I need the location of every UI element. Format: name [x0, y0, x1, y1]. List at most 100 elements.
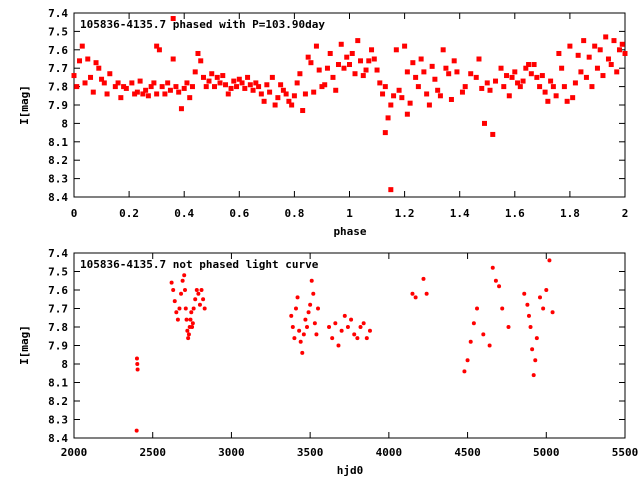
data-point — [169, 280, 174, 285]
data-point — [534, 336, 539, 341]
data-point — [156, 47, 162, 53]
data-point — [369, 47, 375, 53]
y-tick-label: 7.4 — [48, 247, 68, 260]
bottom-x-ticks: 2000 2500 3000 3500 4000 4500 5000 5500 — [61, 253, 638, 459]
data-point — [515, 80, 521, 86]
data-point — [304, 325, 309, 329]
data-point — [355, 38, 361, 44]
data-point — [380, 91, 386, 97]
data-point — [481, 332, 486, 337]
y-tick-label: 8.3 — [48, 414, 68, 427]
data-point — [184, 317, 189, 322]
data-point — [345, 325, 350, 329]
data-point — [533, 358, 538, 363]
data-point — [597, 47, 603, 53]
top-plot-frame — [73, 12, 626, 198]
data-point — [367, 328, 372, 333]
data-point — [451, 58, 457, 64]
data-point — [236, 76, 242, 82]
top-y-ticks: 7.4 7.5 7.6 7.7 7.8 7.9 8 8.1 8.2 8.3 8.4 — [48, 7, 625, 204]
data-point — [258, 91, 264, 97]
data-point — [267, 89, 273, 95]
data-point — [101, 80, 107, 86]
data-point — [322, 82, 328, 88]
data-point — [188, 317, 193, 322]
data-point — [352, 71, 358, 77]
y-tick-label: 8.3 — [48, 173, 68, 186]
y-tick-label: 7.6 — [48, 284, 68, 297]
data-point — [421, 276, 426, 281]
data-point — [327, 325, 332, 329]
data-point — [311, 89, 317, 95]
x-tick-label: 0.8 — [284, 207, 304, 220]
data-point — [302, 91, 308, 97]
data-point — [479, 85, 485, 91]
data-point — [531, 62, 537, 68]
data-point — [581, 38, 587, 44]
data-point — [459, 89, 465, 95]
data-point — [154, 43, 160, 49]
data-point — [203, 84, 209, 90]
data-point — [589, 84, 595, 90]
data-point — [256, 84, 262, 90]
data-point — [347, 62, 352, 68]
x-tick-label: 1 — [346, 207, 353, 220]
data-point — [484, 80, 490, 86]
data-point — [272, 102, 278, 108]
data-point — [180, 278, 185, 283]
data-point — [512, 69, 518, 75]
data-point — [487, 343, 492, 348]
y-tick-label: 7.4 — [48, 7, 68, 20]
data-point — [437, 93, 443, 99]
data-point — [308, 302, 313, 307]
data-point — [614, 69, 620, 75]
data-point — [526, 313, 531, 318]
data-point — [309, 278, 314, 283]
data-point — [465, 358, 470, 363]
data-point — [363, 67, 369, 73]
data-point — [278, 82, 284, 88]
data-point — [388, 187, 394, 193]
data-point — [344, 54, 350, 60]
data-point — [182, 288, 187, 292]
data-point — [393, 47, 399, 53]
data-point — [572, 80, 578, 86]
data-point — [364, 336, 369, 341]
data-point — [135, 367, 140, 372]
data-point — [583, 74, 589, 80]
data-point — [198, 58, 204, 64]
data-point — [197, 302, 202, 307]
data-point — [603, 34, 609, 40]
data-point — [99, 76, 105, 82]
x-tick-label: 2 — [622, 207, 629, 220]
data-point — [349, 317, 354, 322]
data-point — [195, 50, 201, 56]
data-point — [342, 313, 347, 318]
data-point — [324, 65, 330, 71]
data-point — [300, 108, 306, 114]
data-point — [578, 69, 584, 75]
data-point — [517, 84, 523, 90]
data-point — [501, 84, 507, 90]
data-point — [432, 76, 438, 82]
data-point — [413, 74, 419, 80]
data-point — [404, 111, 410, 117]
data-point — [493, 78, 499, 84]
data-point — [234, 84, 240, 90]
data-point — [286, 98, 292, 104]
data-point — [358, 58, 364, 64]
data-point — [542, 89, 548, 95]
data-point — [107, 71, 113, 77]
bottom-chart-title: 105836-4135.7 not phased light curve — [80, 258, 319, 271]
data-point — [355, 336, 360, 341]
data-point — [553, 93, 559, 99]
data-point — [140, 91, 146, 97]
data-point — [297, 328, 302, 333]
data-point — [129, 80, 135, 86]
y-tick-label: 8.2 — [48, 395, 68, 408]
data-point — [424, 291, 429, 296]
data-point — [148, 84, 154, 90]
data-point — [300, 350, 305, 355]
data-point — [399, 95, 405, 101]
data-point — [509, 74, 515, 80]
